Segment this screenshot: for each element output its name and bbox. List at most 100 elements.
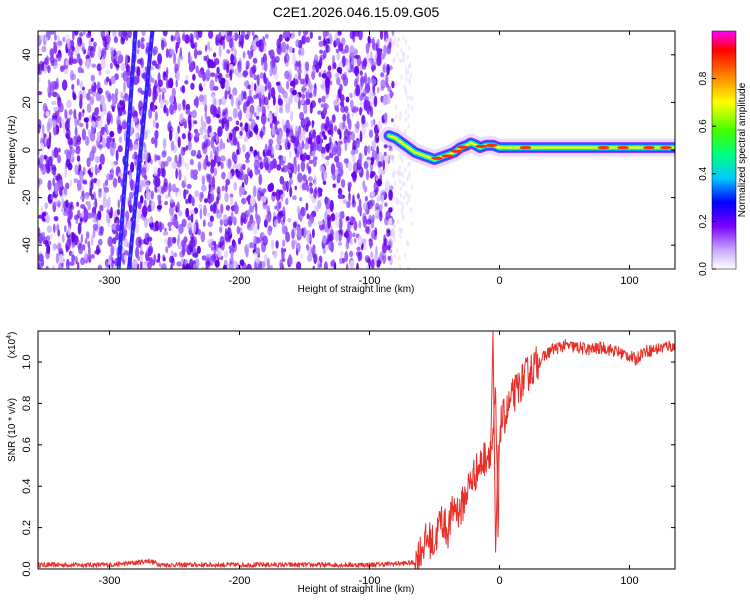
noise-cell [403,181,406,187]
noise-cell [337,31,342,36]
noise-cell [45,265,49,269]
noise-cell [47,79,51,86]
noise-cell [247,221,252,228]
noise-cell [123,109,126,115]
noise-cell [219,218,223,226]
noise-cell [81,42,85,53]
noise-cell [402,35,405,41]
noise-cell [342,113,347,122]
noise-cell [117,145,123,153]
noise-cell [82,244,86,251]
noise-cell [188,62,194,73]
noise-cell [72,91,77,99]
noise-cell [256,115,260,120]
noise-cell [202,266,205,269]
noise-cell [259,72,264,79]
signal-peak [431,156,444,160]
noise-cell [370,156,375,166]
noise-cell [332,114,336,123]
noise-cell [273,250,278,259]
noise-cell [370,258,375,269]
noise-cell [356,193,360,199]
noise-cell [275,56,280,61]
noise-cell [177,238,180,247]
noise-cell [211,206,216,212]
noise-cell [192,169,199,177]
noise-cell [69,50,74,57]
noise-cell [204,104,208,113]
noise-cell [336,107,339,113]
noise-cell [254,261,257,269]
signal-peak [597,146,610,150]
noise-cell [169,255,175,264]
noise-cell [371,78,377,86]
oblique-track-1 [116,31,138,269]
noise-cell [84,136,90,146]
noise-cell [104,179,109,187]
noise-cell [215,113,220,119]
noise-cell [276,81,280,86]
noise-cell [59,187,63,197]
noise-cell [72,31,75,41]
noise-cell [76,78,80,86]
noise-cell [102,36,108,48]
noise-cell [217,126,223,137]
noise-cell [299,111,305,121]
noise-cell [239,232,243,241]
noise-cell [157,196,161,202]
noise-cell [323,169,328,181]
noise-cell [398,200,401,206]
noise-cell [300,160,306,173]
noise-cell [154,111,158,121]
noise-cell [400,48,403,54]
noise-cell [232,87,238,96]
noise-cell [355,84,361,97]
noise-cell [197,161,202,172]
noise-cell [65,59,70,66]
noise-cell [286,43,289,51]
noise-cell [218,45,222,58]
noise-cell [401,52,405,57]
noise-cell [180,240,187,248]
noise-cell [324,211,327,223]
noise-cell [91,85,95,91]
noise-cell [400,208,404,214]
noise-cell [151,60,157,66]
noise-cell [141,167,147,179]
noise-cell [83,31,86,36]
noise-cell [380,189,386,196]
noise-cell [370,119,374,128]
noise-cell [183,189,187,200]
noise-cell [167,221,172,228]
noise-cell [345,239,350,250]
noise-cell [228,38,233,49]
noise-cell [262,235,268,247]
noise-cell [167,236,174,247]
noise-cell [291,229,295,240]
noise-cell [71,83,75,91]
noise-cell [291,34,294,40]
noise-cell [388,147,393,152]
noise-cell [49,56,55,63]
noise-cell [80,257,86,266]
noise-cell [79,217,84,222]
noise-cell [346,60,351,72]
noise-cell [383,144,388,149]
noise-cell [69,179,73,187]
noise-cell [211,93,215,104]
spectrogram-tracks [116,31,675,269]
noise-cell [143,150,149,162]
noise-cell [91,63,97,68]
oblique-track-2 [127,31,155,269]
noise-cell [274,118,278,130]
noise-cell [58,262,64,269]
noise-cell [203,198,209,204]
noise-cell [263,96,269,106]
noise-cell [229,193,234,198]
noise-cell [118,136,123,144]
noise-cell [141,72,147,79]
noise-cell [106,198,110,210]
noise-cell [282,155,287,162]
noise-cell [161,150,167,158]
noise-cell [407,113,410,119]
